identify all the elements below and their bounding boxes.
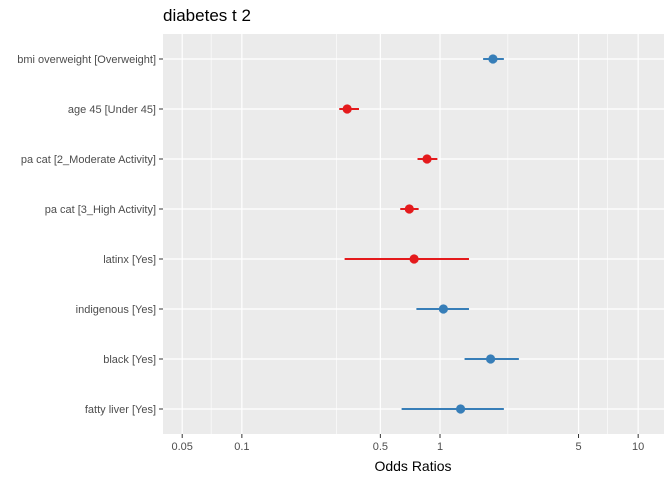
- y-tick-label: indigenous [Yes]: [76, 304, 156, 316]
- x-tick-label: 10: [632, 441, 644, 453]
- estimate-point: [409, 254, 419, 264]
- y-tick-label: latinx [Yes]: [103, 254, 156, 266]
- y-axis: bmi overweight [Overweight] age 45 [Under…: [17, 54, 163, 416]
- y-tick-label: pa cat [3_High Activity]: [45, 204, 156, 216]
- x-tick-label: 0.05: [171, 441, 192, 453]
- estimate-point: [404, 204, 414, 214]
- plot-panel: [163, 34, 664, 434]
- y-tick-label: age 45 [Under 45]: [68, 104, 156, 116]
- x-tick-label: 1: [437, 441, 443, 453]
- x-tick-label: 0.1: [234, 441, 249, 453]
- estimate-point: [438, 304, 448, 314]
- estimate-point: [422, 154, 432, 164]
- estimate-point: [455, 404, 466, 414]
- y-tick-label: bmi overweight [Overweight]: [17, 54, 156, 66]
- y-tick-label: fatty liver [Yes]: [85, 404, 156, 416]
- x-tick-label: 0.5: [373, 441, 388, 453]
- chart-title: diabetes t 2: [163, 6, 251, 25]
- x-axis-label: Odds Ratios: [374, 458, 451, 474]
- estimate-point: [342, 104, 352, 114]
- estimates: [339, 54, 519, 414]
- x-tick-label: 5: [575, 441, 581, 453]
- estimate-point: [485, 354, 496, 364]
- y-tick-label: black [Yes]: [103, 354, 156, 366]
- y-tick-label: pa cat [2_Moderate Activity]: [21, 154, 156, 166]
- x-axis: 0.05 0.1 0.5 1 5 10: [171, 434, 644, 453]
- estimate-point: [488, 54, 498, 64]
